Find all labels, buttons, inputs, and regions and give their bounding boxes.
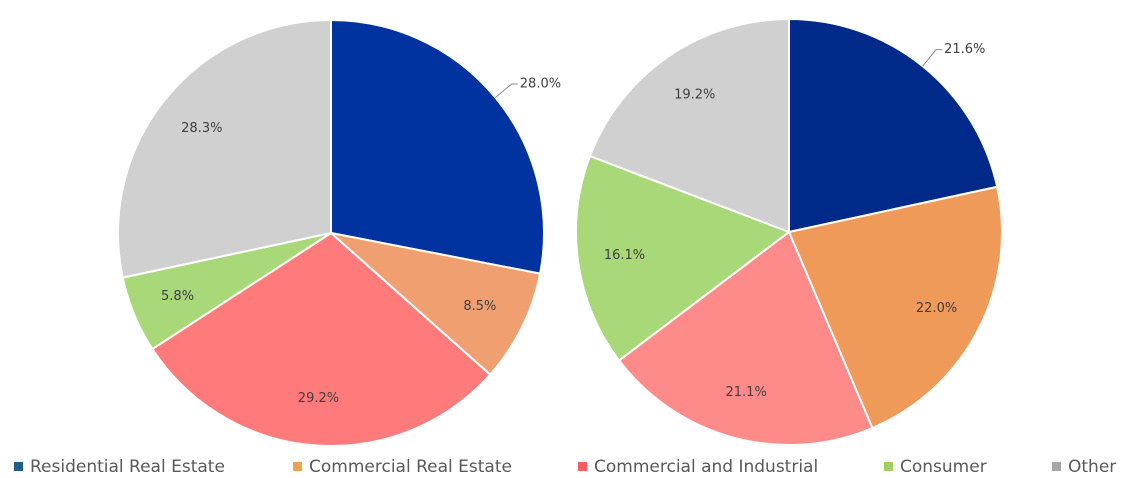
data-label: 29.2%	[298, 391, 339, 406]
legend-swatch	[1052, 462, 1061, 471]
pie-slice	[588, 17, 790, 234]
pie-slice	[150, 231, 492, 447]
legend-swatch	[293, 462, 302, 471]
data-label: 19.2%	[674, 88, 715, 103]
pie-slice	[330, 18, 545, 275]
pie-slice	[327, 231, 542, 377]
data-label: 16.1%	[604, 248, 645, 263]
data-label: 8.5%	[463, 299, 496, 314]
legend-swatch	[578, 462, 587, 471]
data-label: 22.0%	[916, 301, 957, 316]
pie-slice	[575, 154, 792, 362]
legend-swatch	[884, 462, 893, 471]
data-label: 28.3%	[181, 121, 222, 136]
legend-swatch	[14, 462, 23, 471]
pie-slice	[117, 18, 332, 279]
pie-slice	[787, 185, 1003, 430]
data-label: 28.0%	[520, 76, 561, 91]
pie-slice	[617, 230, 874, 446]
legend-label: Commercial and Industrial	[594, 457, 818, 477]
legend-label: Other	[1068, 457, 1116, 477]
data-label: 5.8%	[161, 289, 194, 304]
leader-line	[922, 49, 943, 67]
legend-label: Commercial Real Estate	[309, 457, 512, 477]
data-label: 21.1%	[726, 385, 767, 400]
legend-label: Residential Real Estate	[30, 457, 225, 477]
leader-line	[495, 83, 518, 98]
legend-label: Consumer	[900, 457, 987, 477]
data-label: 21.6%	[944, 42, 985, 57]
